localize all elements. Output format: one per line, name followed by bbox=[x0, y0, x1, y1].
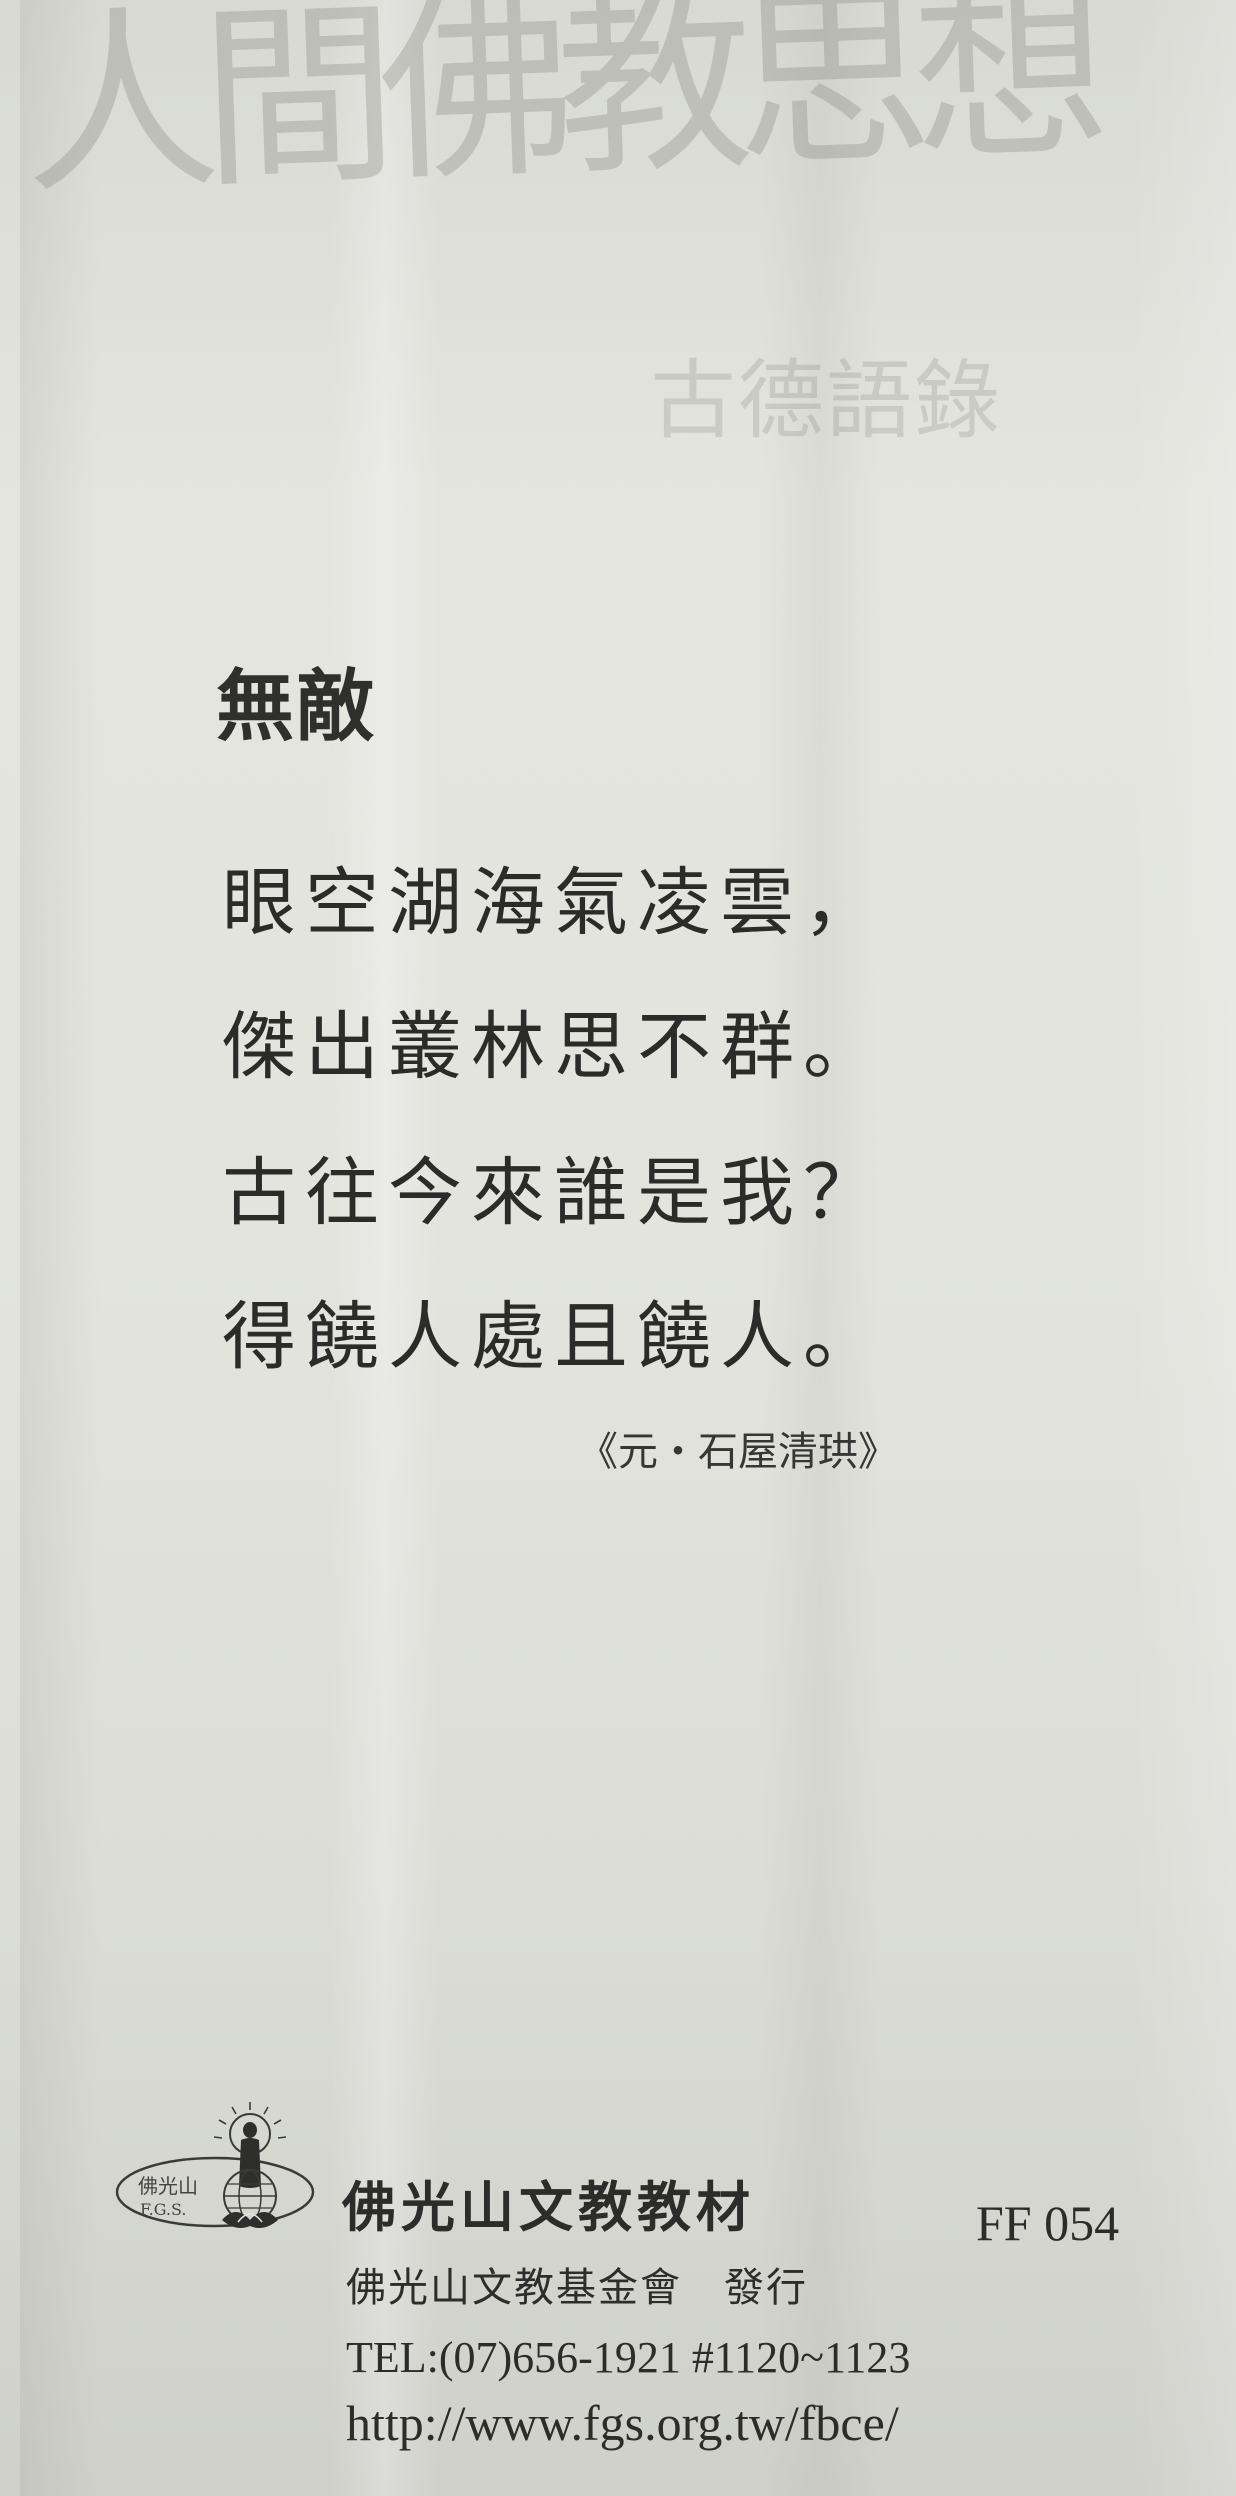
poem-line: 古往今來誰是我？ bbox=[222, 1150, 886, 1236]
issuer-line: 佛光山文教基金會 發行 bbox=[346, 2265, 808, 2311]
poem-source: 《元・石屋清珙》 bbox=[578, 1429, 898, 1475]
poem-line: 眼空湖海氣凌雲， bbox=[222, 860, 886, 946]
telephone: TEL:(07)656-1921 #1120~1123 bbox=[346, 2333, 911, 2382]
paper-shading bbox=[20, 0, 100, 2496]
poem-line: 得饒人處且饒人。 bbox=[222, 1294, 886, 1380]
poem-line: 傑出叢林思不群。 bbox=[222, 1004, 886, 1090]
website-url: http://www.fgs.org.tw/fbce/ bbox=[346, 2395, 899, 2451]
logo-text-cn: 佛光山 bbox=[138, 2174, 198, 2198]
publisher-name: 佛光山文教教材 bbox=[342, 2175, 755, 2239]
poem-title: 無敵 bbox=[216, 661, 377, 752]
header-subtitle: 古德語錄 bbox=[650, 351, 1002, 451]
logo-text-en: F.G.S. bbox=[140, 2200, 187, 2219]
paper-highlight bbox=[1130, 0, 1236, 2496]
product-code: FF 054 bbox=[976, 2195, 1120, 2251]
fgs-buddha-lotus-globe-icon bbox=[115, 2102, 315, 2228]
header-calligraphy-title: 人間佛教思想 bbox=[19, 0, 1095, 222]
fgs-logo: 佛光山 F.G.S. bbox=[110, 2100, 330, 2250]
paper-highlight bbox=[330, 0, 440, 2496]
